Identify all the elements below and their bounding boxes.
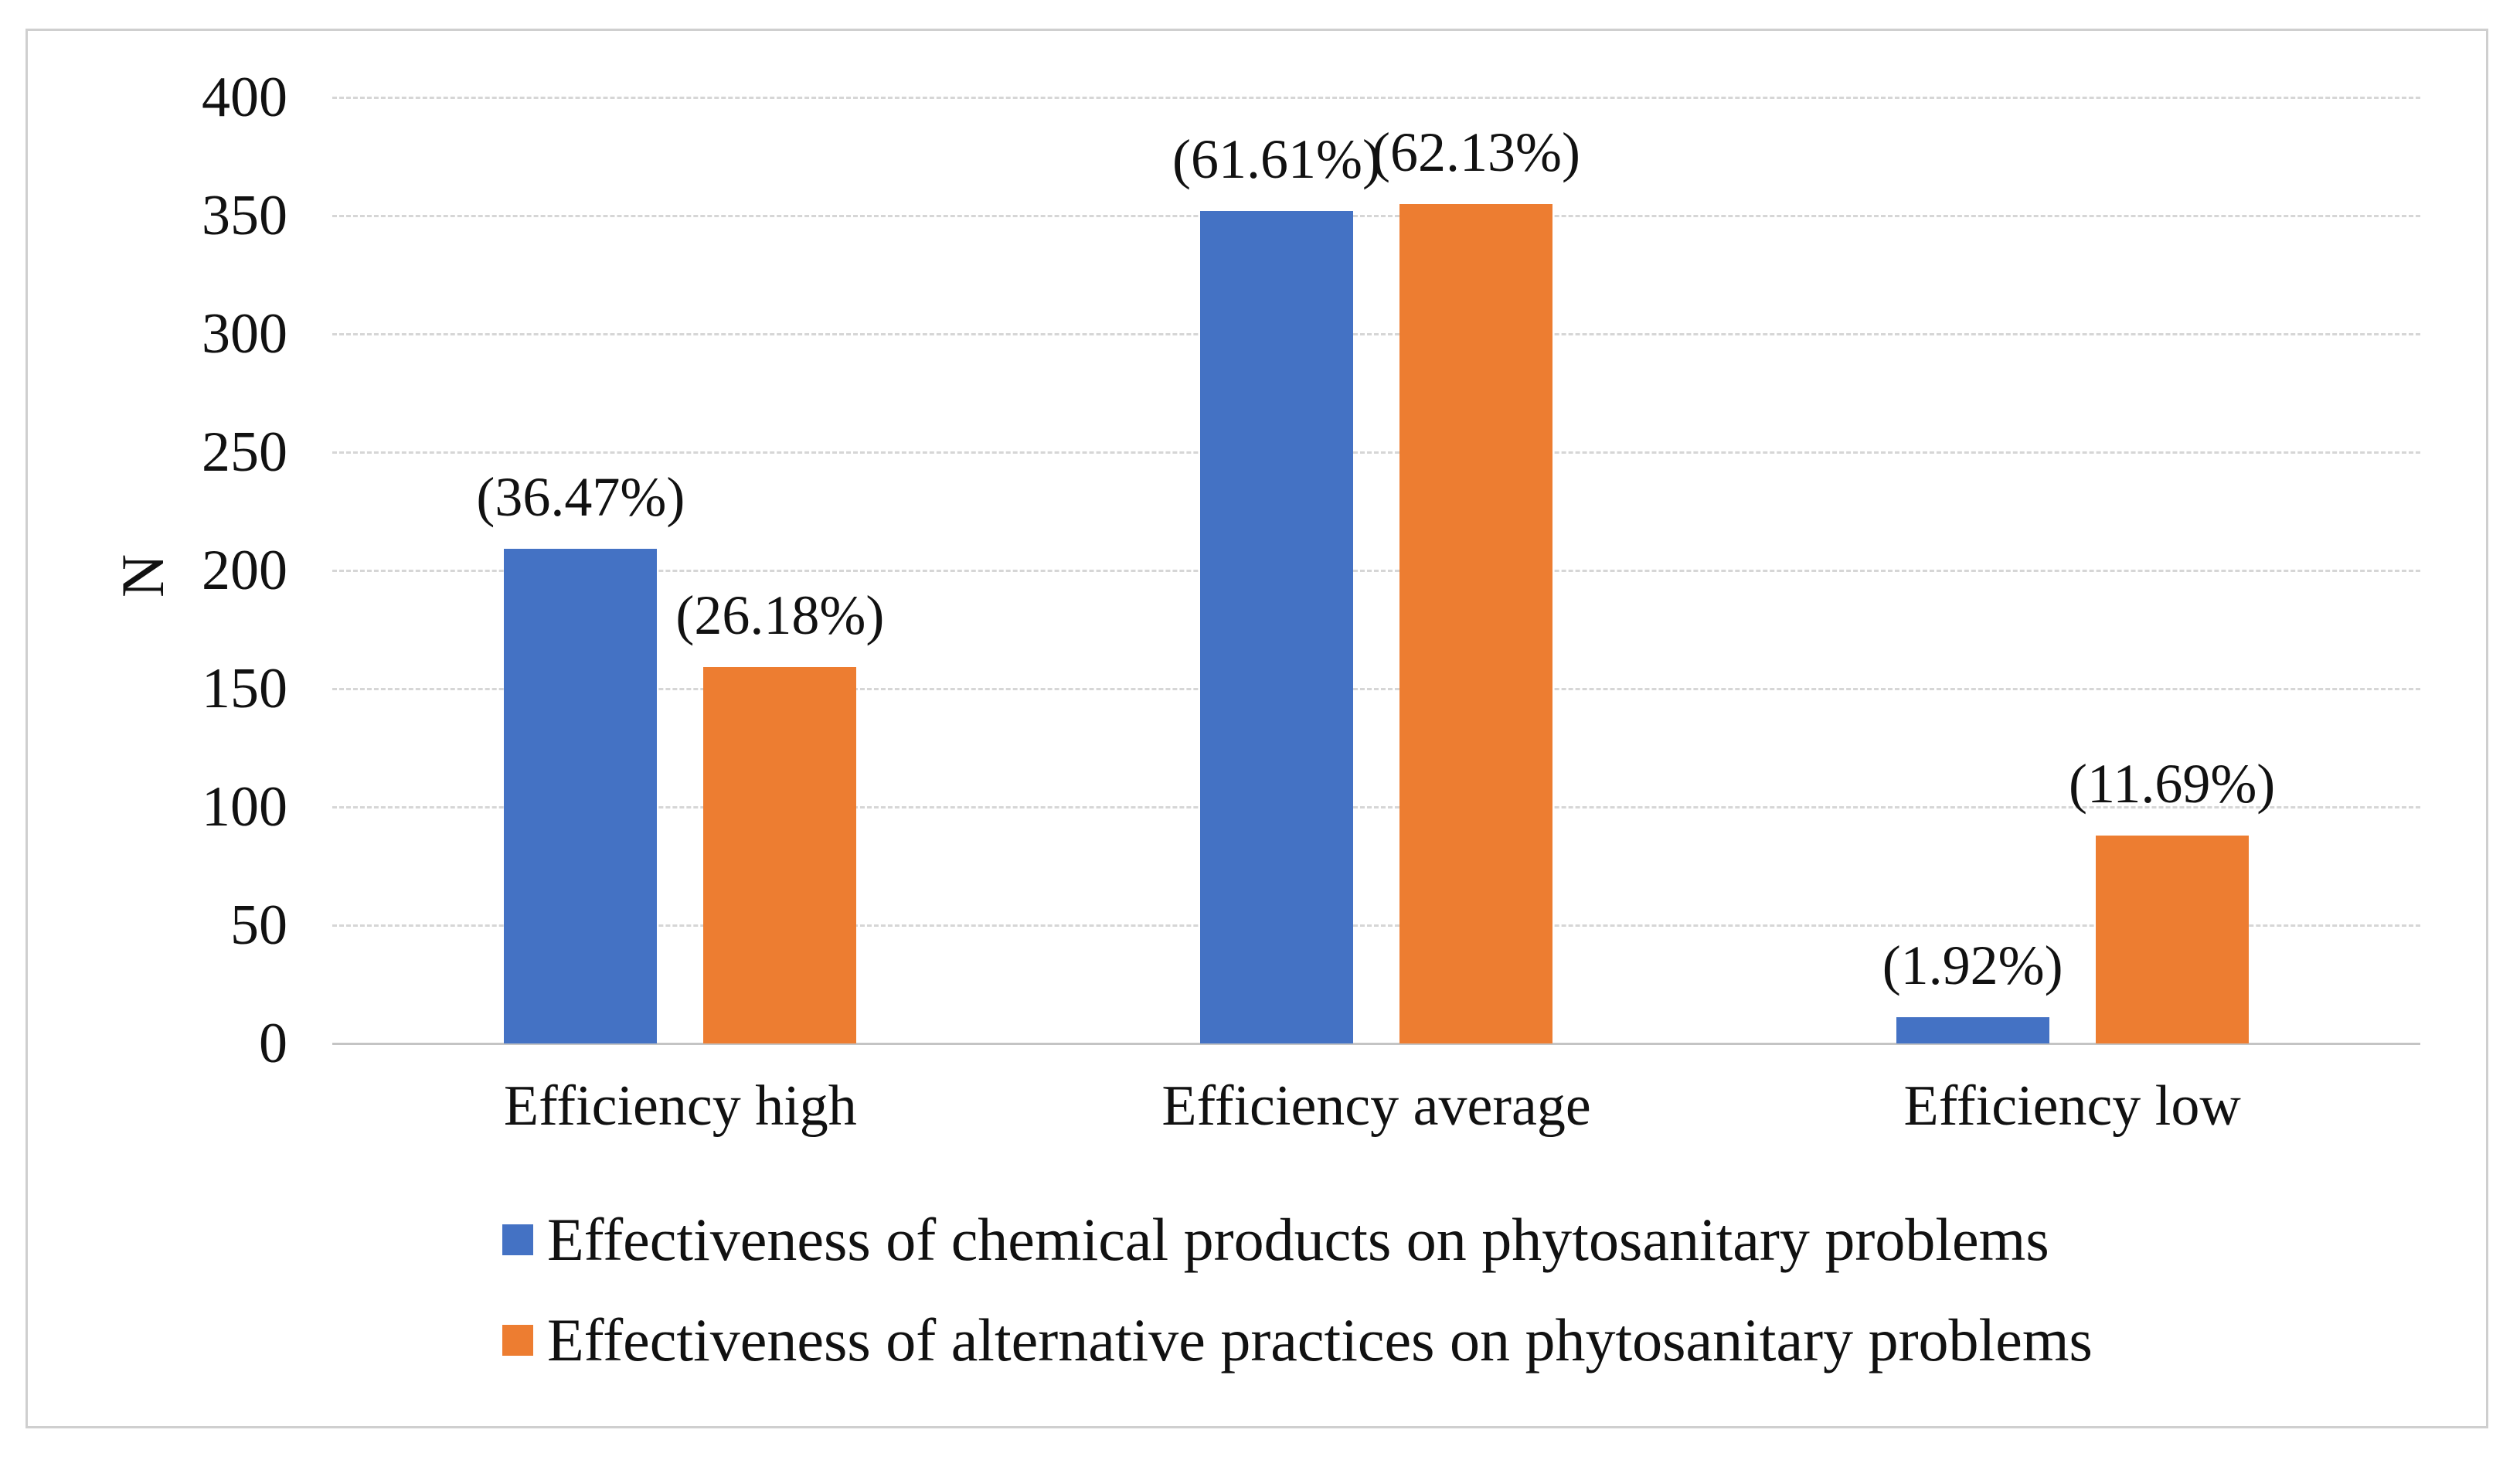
bar-alternative-0	[703, 667, 857, 1043]
legend-swatch-icon	[502, 1325, 533, 1356]
bar-chemical-2	[1896, 1017, 2049, 1043]
gridline-100	[332, 805, 2420, 808]
data-label-chemical-2: (1.92%)	[1882, 934, 2063, 997]
gridline-400	[332, 96, 2420, 99]
x-axis-line	[332, 1042, 2420, 1045]
y-tick-300: 300	[202, 302, 287, 366]
legend-label: Effectiveness of alternative practices o…	[547, 1306, 2093, 1374]
bar-chemical-0	[504, 549, 658, 1043]
data-label-alternative-0: (26.18%)	[675, 584, 885, 647]
legend-label: Effectiveness of chemical products on ph…	[547, 1206, 2049, 1273]
bar-alternative-1	[1399, 203, 1552, 1043]
bar-chemical-1	[1200, 210, 1353, 1043]
legend-item-alternative: Effectiveness of alternative practices o…	[502, 1309, 2093, 1371]
y-tick-50: 50	[230, 894, 287, 957]
legend-item-chemical: Effectiveness of chemical products on ph…	[502, 1209, 2049, 1271]
data-label-alternative-2: (11.69%)	[2069, 752, 2276, 815]
bar-alternative-2	[2095, 835, 2249, 1043]
y-tick-100: 100	[202, 775, 287, 839]
category-label-1: Efficiency average	[1161, 1074, 1591, 1138]
data-label-chemical-0: (36.47%)	[476, 466, 685, 529]
category-label-0: Efficiency high	[503, 1074, 857, 1138]
data-label-alternative-1: (62.13%)	[1372, 121, 1580, 183]
y-tick-350: 350	[202, 184, 287, 247]
y-tick-150: 150	[202, 657, 287, 720]
y-tick-250: 250	[202, 420, 287, 484]
y-tick-400: 400	[202, 66, 287, 129]
category-label-2: Efficiency low	[1903, 1074, 2241, 1138]
gridline-150	[332, 687, 2420, 690]
data-label-chemical-1: (61.61%)	[1172, 128, 1381, 190]
y-tick-0: 0	[259, 1012, 287, 1075]
gridline-200	[332, 569, 2420, 572]
gridline-50	[332, 924, 2420, 927]
legend-swatch-icon	[502, 1224, 533, 1255]
gridline-300	[332, 332, 2420, 335]
y-tick-200: 200	[202, 539, 287, 602]
y-axis-title: N	[109, 553, 176, 598]
gridline-250	[332, 451, 2420, 454]
gridline-350	[332, 214, 2420, 217]
